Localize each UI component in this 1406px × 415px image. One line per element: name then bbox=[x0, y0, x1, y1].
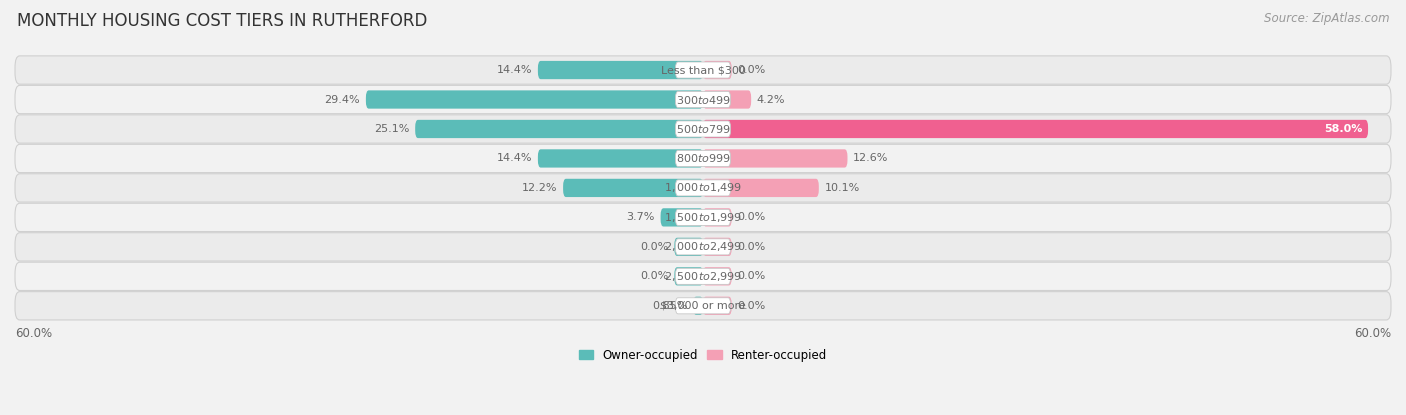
Text: 14.4%: 14.4% bbox=[496, 154, 531, 164]
FancyBboxPatch shape bbox=[703, 208, 731, 227]
FancyBboxPatch shape bbox=[693, 297, 703, 315]
FancyBboxPatch shape bbox=[703, 267, 731, 286]
FancyBboxPatch shape bbox=[15, 85, 1391, 114]
FancyBboxPatch shape bbox=[675, 238, 703, 256]
Text: 0.0%: 0.0% bbox=[737, 65, 766, 75]
Text: Source: ZipAtlas.com: Source: ZipAtlas.com bbox=[1264, 12, 1389, 25]
Text: $3,000 or more: $3,000 or more bbox=[661, 301, 745, 311]
Text: $2,000 to $2,499: $2,000 to $2,499 bbox=[664, 240, 742, 254]
FancyBboxPatch shape bbox=[703, 149, 848, 168]
Legend: Owner-occupied, Renter-occupied: Owner-occupied, Renter-occupied bbox=[574, 344, 832, 366]
Text: $2,500 to $2,999: $2,500 to $2,999 bbox=[664, 270, 742, 283]
Text: 58.0%: 58.0% bbox=[1324, 124, 1362, 134]
FancyBboxPatch shape bbox=[675, 91, 731, 107]
Text: 3.7%: 3.7% bbox=[627, 212, 655, 222]
Text: 0.85%: 0.85% bbox=[652, 301, 688, 311]
Text: $500 to $799: $500 to $799 bbox=[675, 123, 731, 135]
FancyBboxPatch shape bbox=[675, 121, 731, 137]
Text: 25.1%: 25.1% bbox=[374, 124, 409, 134]
Text: MONTHLY HOUSING COST TIERS IN RUTHERFORD: MONTHLY HOUSING COST TIERS IN RUTHERFORD bbox=[17, 12, 427, 30]
FancyBboxPatch shape bbox=[15, 56, 1391, 84]
FancyBboxPatch shape bbox=[675, 267, 703, 286]
FancyBboxPatch shape bbox=[703, 297, 731, 315]
Text: $1,500 to $1,999: $1,500 to $1,999 bbox=[664, 211, 742, 224]
Text: 0.0%: 0.0% bbox=[640, 242, 669, 252]
Text: 0.0%: 0.0% bbox=[640, 271, 669, 281]
FancyBboxPatch shape bbox=[366, 90, 703, 109]
FancyBboxPatch shape bbox=[675, 298, 731, 314]
Text: $1,000 to $1,499: $1,000 to $1,499 bbox=[664, 181, 742, 194]
Text: 12.6%: 12.6% bbox=[853, 154, 889, 164]
FancyBboxPatch shape bbox=[15, 233, 1391, 261]
FancyBboxPatch shape bbox=[675, 239, 731, 255]
Text: 10.1%: 10.1% bbox=[824, 183, 860, 193]
FancyBboxPatch shape bbox=[675, 62, 731, 78]
Text: 0.0%: 0.0% bbox=[737, 242, 766, 252]
Text: 14.4%: 14.4% bbox=[496, 65, 531, 75]
FancyBboxPatch shape bbox=[675, 209, 731, 225]
FancyBboxPatch shape bbox=[703, 61, 731, 79]
Text: $300 to $499: $300 to $499 bbox=[675, 93, 731, 105]
FancyBboxPatch shape bbox=[675, 268, 731, 284]
FancyBboxPatch shape bbox=[703, 90, 751, 109]
Text: $800 to $999: $800 to $999 bbox=[675, 152, 731, 164]
Text: Less than $300: Less than $300 bbox=[661, 65, 745, 75]
FancyBboxPatch shape bbox=[703, 120, 1368, 138]
FancyBboxPatch shape bbox=[415, 120, 703, 138]
Text: 4.2%: 4.2% bbox=[756, 95, 786, 105]
FancyBboxPatch shape bbox=[661, 208, 703, 227]
Text: 0.0%: 0.0% bbox=[737, 301, 766, 311]
FancyBboxPatch shape bbox=[15, 262, 1391, 290]
Text: 12.2%: 12.2% bbox=[522, 183, 557, 193]
FancyBboxPatch shape bbox=[703, 238, 731, 256]
FancyBboxPatch shape bbox=[15, 292, 1391, 320]
Text: 0.0%: 0.0% bbox=[737, 271, 766, 281]
FancyBboxPatch shape bbox=[703, 179, 818, 197]
FancyBboxPatch shape bbox=[15, 144, 1391, 173]
FancyBboxPatch shape bbox=[15, 203, 1391, 232]
FancyBboxPatch shape bbox=[538, 149, 703, 168]
FancyBboxPatch shape bbox=[675, 150, 731, 166]
Text: 0.0%: 0.0% bbox=[737, 212, 766, 222]
Text: 60.0%: 60.0% bbox=[1354, 327, 1391, 340]
FancyBboxPatch shape bbox=[564, 179, 703, 197]
Text: 29.4%: 29.4% bbox=[325, 95, 360, 105]
FancyBboxPatch shape bbox=[15, 115, 1391, 143]
Text: 60.0%: 60.0% bbox=[15, 327, 52, 340]
FancyBboxPatch shape bbox=[675, 180, 731, 196]
FancyBboxPatch shape bbox=[15, 174, 1391, 202]
FancyBboxPatch shape bbox=[538, 61, 703, 79]
